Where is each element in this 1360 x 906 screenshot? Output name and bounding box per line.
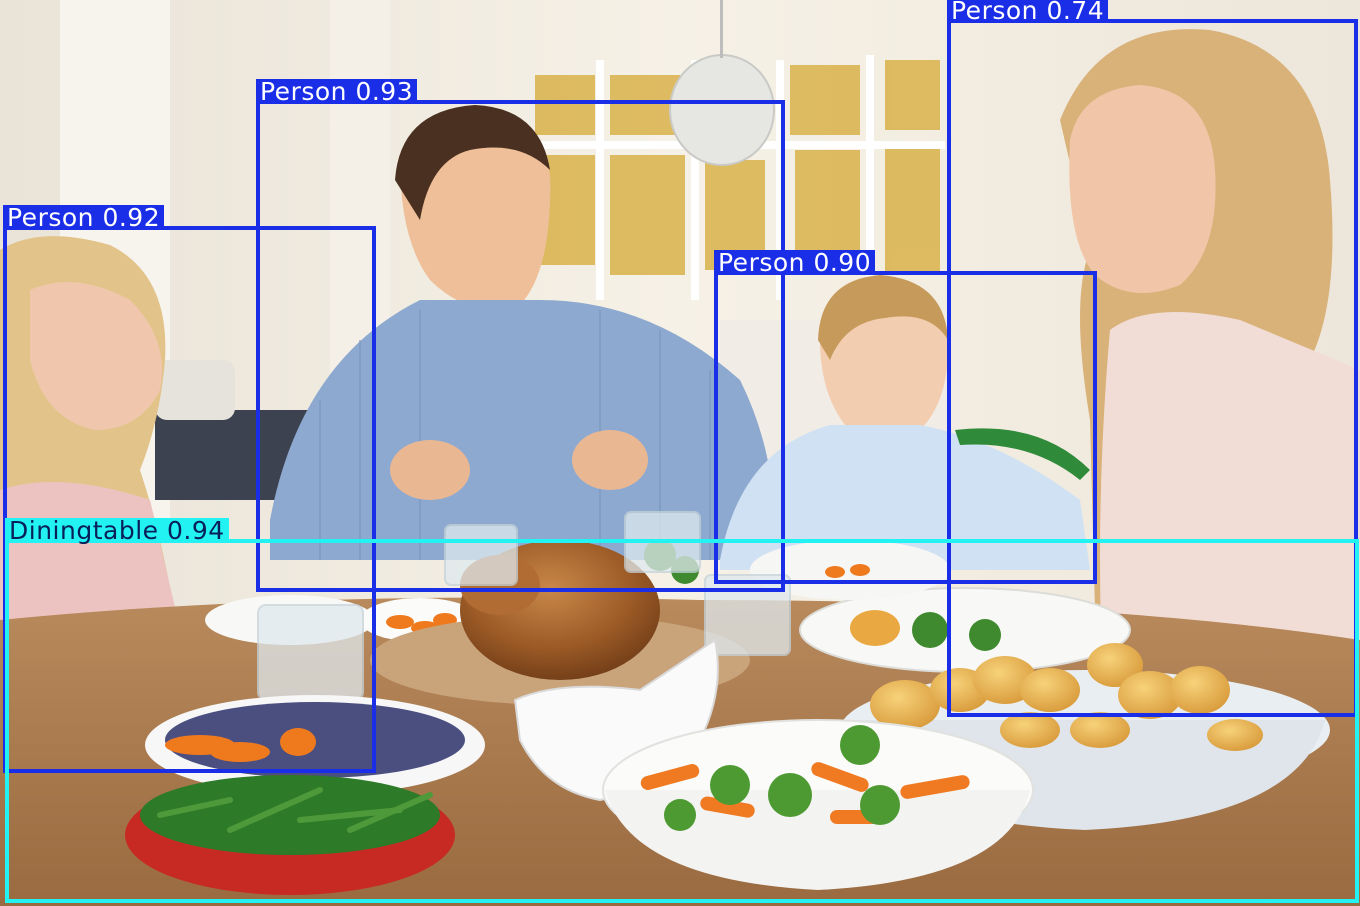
detection-label: Person 0.93 (256, 79, 418, 104)
diningtable-box: Diningtable 0.94 (5, 518, 1359, 903)
person-girl-box: Person 0.92 (3, 205, 376, 773)
person-boy-box: Person 0.90 (714, 250, 1097, 584)
detection-label: Person 0.90 (714, 250, 876, 275)
detection-label: Person 0.92 (3, 205, 165, 230)
person-man-box: Person 0.93 (256, 79, 785, 592)
person-woman-box: Person 0.74 (947, 0, 1358, 717)
detection-label: Diningtable 0.94 (5, 518, 229, 543)
detection-label: Person 0.74 (947, 0, 1109, 23)
